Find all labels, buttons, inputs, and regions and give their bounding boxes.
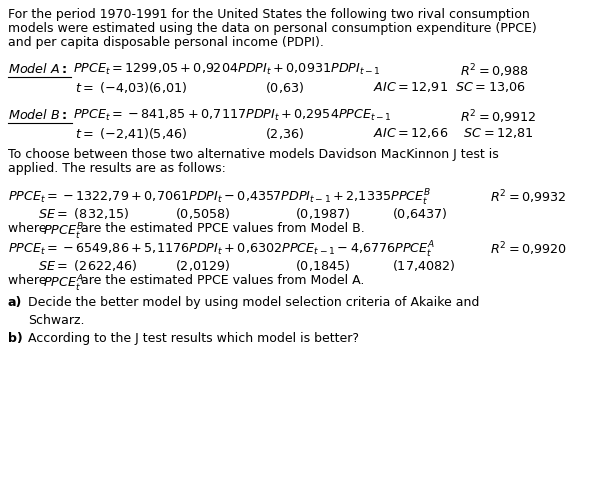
Text: $(2{,}36)$: $(2{,}36)$ <box>265 126 304 141</box>
Text: $\it{PPCE}_{t}=-1322{,}79+0{,}7061\it{PDPI}_{t}-0{,}4357\it{PDPI}_{t-1}+2{,}1335: $\it{PPCE}_{t}=-1322{,}79+0{,}7061\it{PD… <box>8 188 431 208</box>
Text: $AIC=12{,}91\ \ SC=13{,}06$: $AIC=12{,}91\ \ SC=13{,}06$ <box>373 80 526 94</box>
Text: $\it{PPCE}_{t}=-841{,}85+0{,}7117\it{PDPI}_{t}+0{,}2954\it{PPCE}_{t-1}$: $\it{PPCE}_{t}=-841{,}85+0{,}7117\it{PDP… <box>73 108 392 123</box>
Text: $t=\ (-2{,}41)$: $t=\ (-2{,}41)$ <box>75 126 150 141</box>
Text: $\it{Model\ A}\mathbf{:}$: $\it{Model\ A}\mathbf{:}$ <box>8 62 67 76</box>
Text: $(0{,}6437)$: $(0{,}6437)$ <box>392 206 447 221</box>
Text: $\it{PPCE}_{t}^{A}$: $\it{PPCE}_{t}^{A}$ <box>43 274 84 294</box>
Text: $SE=\ (832{,}15)$: $SE=\ (832{,}15)$ <box>38 206 129 221</box>
Text: where: where <box>8 274 55 287</box>
Text: $(0{,}1845)$: $(0{,}1845)$ <box>295 258 350 273</box>
Text: $(6{,}01)$: $(6{,}01)$ <box>148 80 187 95</box>
Text: where: where <box>8 222 55 235</box>
Text: Decide the better model by using model selection criteria of Akaike and: Decide the better model by using model s… <box>28 296 479 309</box>
Text: $R^{2}=0{,}988$: $R^{2}=0{,}988$ <box>460 62 529 80</box>
Text: $\it{Model\ B}\mathbf{:}$: $\it{Model\ B}\mathbf{:}$ <box>8 108 67 122</box>
Text: $(2{,}0129)$: $(2{,}0129)$ <box>175 258 230 273</box>
Text: $t=\ (-4{,}03)$: $t=\ (-4{,}03)$ <box>75 80 150 95</box>
Text: $\it{PPCE}_{t}=1299{,}05+0{,}9204\it{PDPI}_{t}+0{,}0931\it{PDPI}_{t-1}$: $\it{PPCE}_{t}=1299{,}05+0{,}9204\it{PDP… <box>73 62 380 77</box>
Text: $R^{2}=0{,}9932$: $R^{2}=0{,}9932$ <box>490 188 566 206</box>
Text: models were estimated using the data on personal consumption expenditure (PPCE): models were estimated using the data on … <box>8 22 537 35</box>
Text: $AIC=12{,}66\ \ \ \ SC=12{,}81$: $AIC=12{,}66\ \ \ \ SC=12{,}81$ <box>373 126 534 140</box>
Text: Schwarz.: Schwarz. <box>28 314 84 327</box>
Text: are the estimated PPCE values from Model A.: are the estimated PPCE values from Model… <box>73 274 364 287</box>
Text: $R^{2}=0{,}9912$: $R^{2}=0{,}9912$ <box>460 108 536 126</box>
Text: and per capita disposable personal income (PDPI).: and per capita disposable personal incom… <box>8 36 324 49</box>
Text: $(5{,}46)$: $(5{,}46)$ <box>148 126 187 141</box>
Text: $(0{,}1987)$: $(0{,}1987)$ <box>295 206 350 221</box>
Text: $\it{PPCE}_{t}^{B}$: $\it{PPCE}_{t}^{B}$ <box>43 222 84 242</box>
Text: $SE=\ (2622{,}46)$: $SE=\ (2622{,}46)$ <box>38 258 137 273</box>
Text: applied. The results are as follows:: applied. The results are as follows: <box>8 162 226 175</box>
Text: a): a) <box>8 296 22 309</box>
Text: $(17{,}4082)$: $(17{,}4082)$ <box>392 258 456 273</box>
Text: For the period 1970-1991 for the United States the following two rival consumpti: For the period 1970-1991 for the United … <box>8 8 530 21</box>
Text: $(0{,}5058)$: $(0{,}5058)$ <box>175 206 231 221</box>
Text: To choose between those two alternative models Davidson MacKinnon J test is: To choose between those two alternative … <box>8 148 498 161</box>
Text: are the estimated PPCE values from Model B.: are the estimated PPCE values from Model… <box>73 222 365 235</box>
Text: According to the J test results which model is better?: According to the J test results which mo… <box>28 332 359 345</box>
Text: b): b) <box>8 332 23 345</box>
Text: $\it{PPCE}_{t}=-6549{,}86+5{,}1176\it{PDPI}_{t}+0{,}6302\it{PPCE}_{t-1}-4{,}6776: $\it{PPCE}_{t}=-6549{,}86+5{,}1176\it{PD… <box>8 240 435 260</box>
Text: $R^{2}=0{,}9920$: $R^{2}=0{,}9920$ <box>490 240 567 258</box>
Text: $(0{,}63)$: $(0{,}63)$ <box>265 80 304 95</box>
